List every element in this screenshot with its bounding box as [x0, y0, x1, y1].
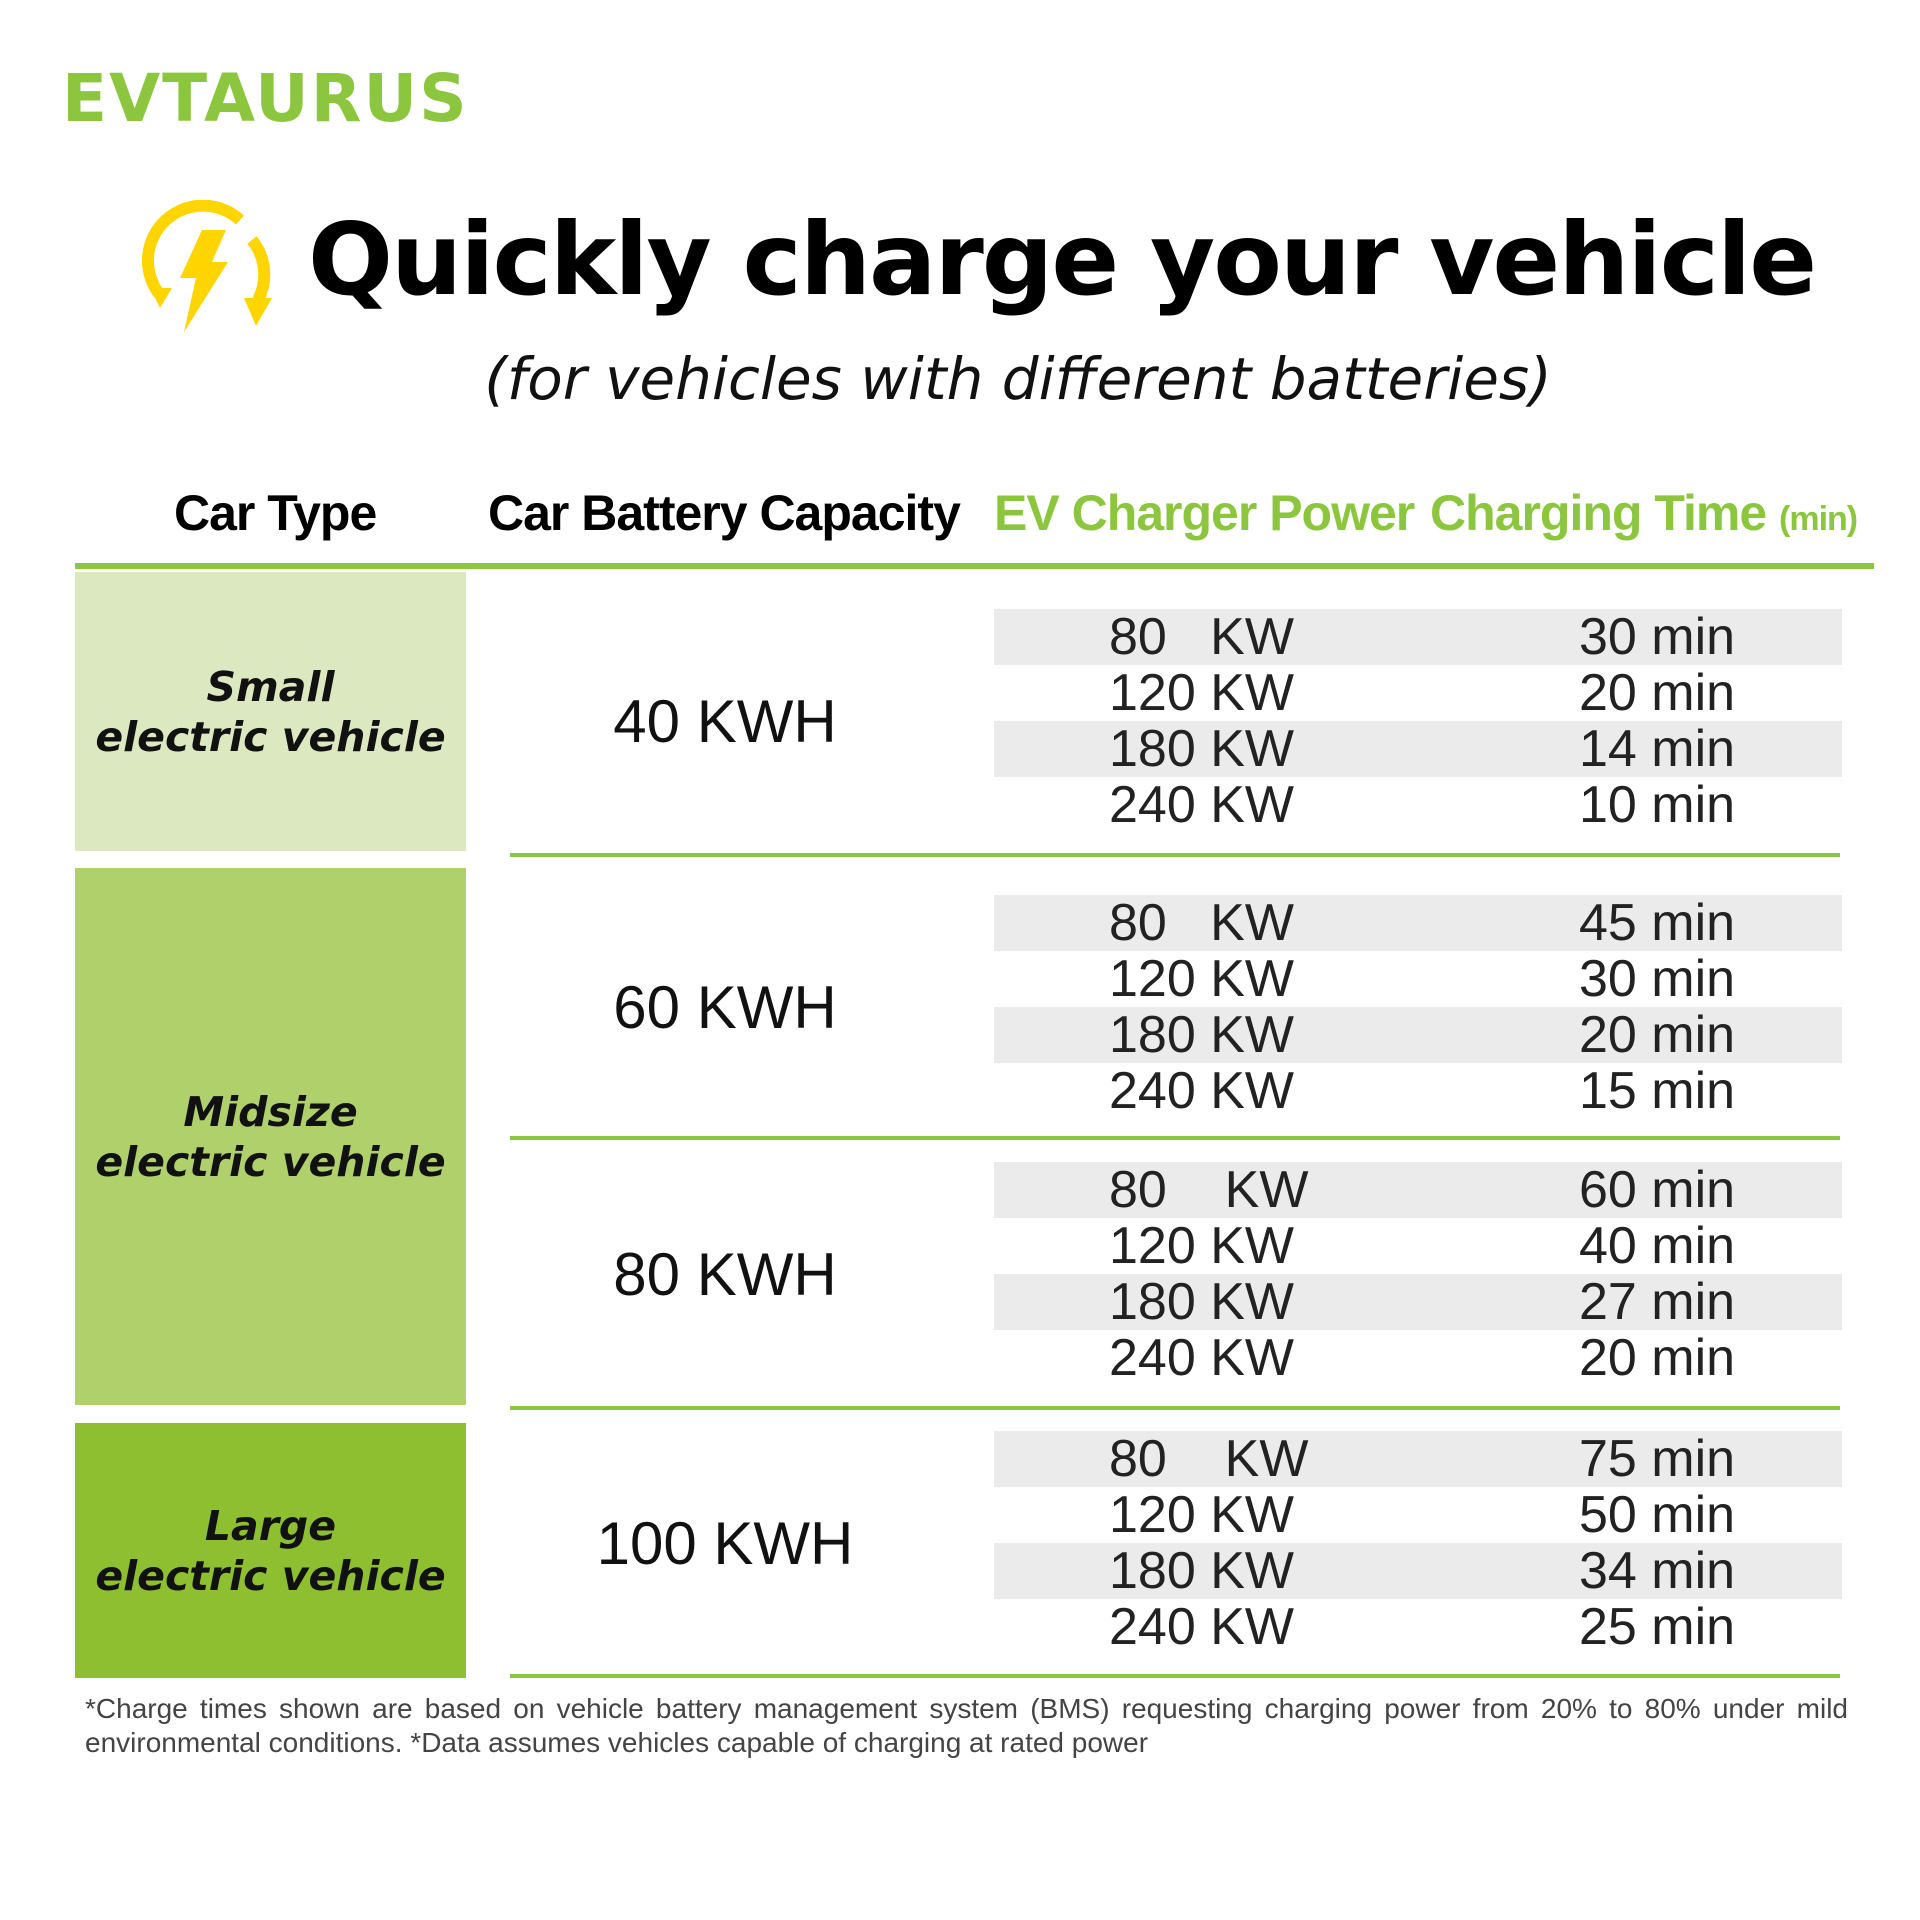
- charging-time: 30 min: [1579, 950, 1736, 1008]
- car-type-label: Large: [204, 1501, 337, 1550]
- charging-time: 40 min: [1579, 1217, 1736, 1275]
- charger-power: 240 KW: [1109, 1598, 1294, 1656]
- car-type-label: Small: [206, 662, 335, 711]
- footnote: *Charge times shown are based on vehicle…: [85, 1693, 1848, 1758]
- header-car-type: Car Type: [174, 485, 377, 541]
- table-row: 240 KW 10 min: [994, 777, 1842, 833]
- charger-power: 120 KW: [1109, 1486, 1294, 1544]
- table-row: 240 KW 20 min: [994, 1330, 1842, 1386]
- brand-logo: EVTAURUS: [62, 60, 469, 137]
- charging-time: 14 min: [1579, 720, 1736, 778]
- charger-power: 80 KW: [1109, 894, 1294, 952]
- charger-power: 80 KW: [1109, 1430, 1309, 1488]
- charger-power: 80 KW: [1109, 608, 1294, 666]
- charger-power: 180 KW: [1109, 1273, 1294, 1331]
- table-row: 120 KW 50 min: [994, 1487, 1842, 1543]
- car-type-label: electric vehicle: [95, 1137, 446, 1186]
- battery-capacity: 40 KWH: [613, 688, 837, 755]
- charging-time: 20 min: [1579, 664, 1736, 722]
- battery-capacity: 100 KWH: [596, 1510, 854, 1577]
- charging-time: 15 min: [1579, 1062, 1736, 1120]
- charger-power: 120 KW: [1109, 664, 1294, 722]
- table-row: 180 KW 27 min: [994, 1274, 1842, 1330]
- charging-bolt-icon: [141, 200, 272, 332]
- header-power: EV Charger Power: [994, 485, 1415, 541]
- charger-power: 180 KW: [1109, 720, 1294, 778]
- charger-power: 120 KW: [1109, 1217, 1294, 1275]
- header-time-label: Charging Time: [1430, 485, 1767, 541]
- table-row: 180 KW 34 min: [994, 1543, 1842, 1599]
- group-divider: [510, 1136, 1840, 1140]
- table-row: 80 KW 75 min: [994, 1431, 1842, 1487]
- table-row: 240 KW 25 min: [994, 1599, 1842, 1655]
- car-type-label: electric vehicle: [95, 712, 446, 761]
- header-divider: [75, 563, 1874, 569]
- charger-power: 240 KW: [1109, 776, 1294, 834]
- page-title: Quickly charge your vehicle: [308, 201, 1817, 318]
- charging-time: 75 min: [1579, 1430, 1736, 1488]
- charger-power: 80 KW: [1109, 1161, 1309, 1219]
- charging-time: 30 min: [1579, 608, 1736, 666]
- group-divider: [510, 853, 1840, 857]
- charger-power: 240 KW: [1109, 1062, 1294, 1120]
- charger-power: 240 KW: [1109, 1329, 1294, 1387]
- car-type-large: Large electric vehicle: [75, 1423, 466, 1678]
- charging-time: 60 min: [1579, 1161, 1736, 1219]
- charging-time: 34 min: [1579, 1542, 1736, 1600]
- table-row: 120 KW 40 min: [994, 1218, 1842, 1274]
- table-row: 180 KW 14 min: [994, 721, 1842, 777]
- car-type-label: Midsize: [183, 1087, 358, 1136]
- charger-power: 180 KW: [1109, 1006, 1294, 1064]
- battery-capacity: 80 KWH: [613, 1241, 837, 1308]
- group-divider: [510, 1406, 1840, 1410]
- header-time: Charging Time (min): [1430, 484, 1858, 542]
- table-row: 180 KW 20 min: [994, 1007, 1842, 1063]
- charger-power: 120 KW: [1109, 950, 1294, 1008]
- car-type-label: electric vehicle: [95, 1551, 446, 1600]
- charging-time: 27 min: [1579, 1273, 1736, 1331]
- charging-time: 20 min: [1579, 1329, 1736, 1387]
- table-row: 120 KW 20 min: [994, 665, 1842, 721]
- header-capacity: Car Battery Capacity: [488, 485, 961, 541]
- charging-time: 10 min: [1579, 776, 1736, 834]
- charger-power: 180 KW: [1109, 1542, 1294, 1600]
- header-time-unit: (min): [1779, 500, 1858, 538]
- charging-time: 25 min: [1579, 1598, 1736, 1656]
- charging-time: 50 min: [1579, 1486, 1736, 1544]
- table-row: 80 KW 45 min: [994, 895, 1842, 951]
- charging-time: 45 min: [1579, 894, 1736, 952]
- table-row: 120 KW 30 min: [994, 951, 1842, 1007]
- table-row: 80 KW 30 min: [994, 609, 1842, 665]
- group-divider: [510, 1674, 1840, 1678]
- battery-capacity: 60 KWH: [613, 974, 837, 1041]
- table-row: 240 KW 15 min: [994, 1063, 1842, 1119]
- car-type-midsize: Midsize electric vehicle: [75, 868, 466, 1405]
- charging-time: 20 min: [1579, 1006, 1736, 1064]
- table-row: 80 KW 60 min: [994, 1162, 1842, 1218]
- car-type-small: Small electric vehicle: [75, 572, 466, 851]
- page-subtitle: (for vehicles with different batteries): [484, 345, 1552, 413]
